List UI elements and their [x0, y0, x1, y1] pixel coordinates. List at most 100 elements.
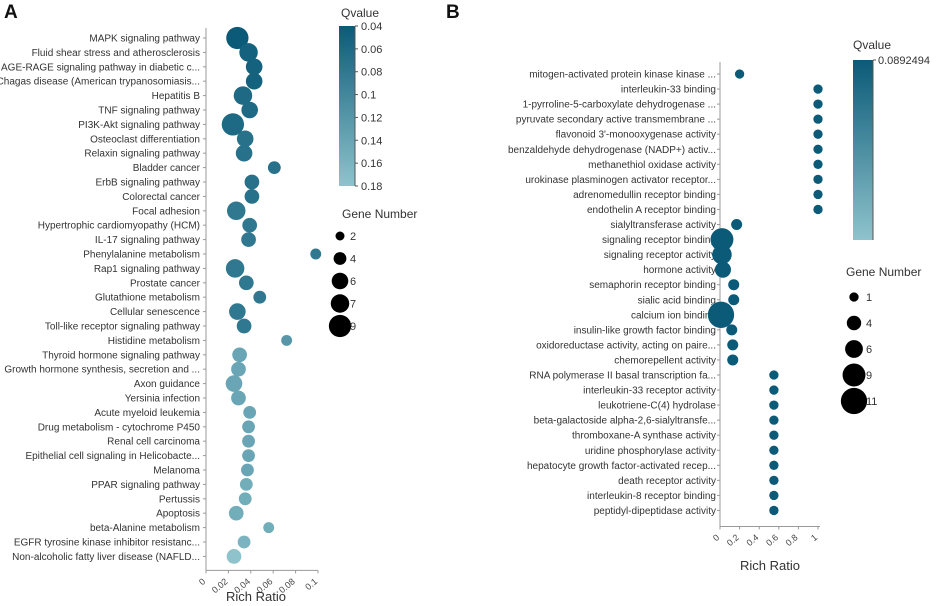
panel-a-point — [221, 113, 245, 136]
panel-a-point — [245, 72, 263, 90]
panel-a-qvalue-title: Qvalue — [341, 6, 379, 20]
panel-b-term-label: interleukin-33 receptor activity — [583, 386, 716, 397]
panel-a-point — [235, 144, 253, 162]
panel-b-point — [813, 204, 823, 215]
panel-a-point — [239, 43, 258, 62]
panel-a-point — [225, 259, 245, 278]
panel-b-term-label: interleukin-33 binding — [621, 85, 716, 96]
panel-b-point — [769, 460, 779, 470]
panel-a-term-label: Glutathione metabolism — [95, 293, 200, 304]
panel-b-point — [769, 445, 779, 455]
panel-a-point — [310, 248, 322, 260]
panel-b-point — [813, 129, 823, 139]
panel-b-plot: mitogen-activated protein kinase kinase … — [508, 55, 930, 548]
panel-a-x-tick-label: 0.1 — [303, 576, 319, 592]
panel-b-point — [769, 415, 779, 425]
panel-a-term-label: PI3K-Akt signaling pathway — [78, 120, 200, 131]
panel-a-colorbar-tick-label: 0.1 — [361, 90, 376, 102]
panel-b-letter: B — [446, 2, 460, 23]
panel-a-colorbar-tick-label: 0.12 — [361, 112, 382, 124]
panel-a-term-label: AGE-RAGE signaling pathway in diabetic c… — [1, 62, 200, 73]
panel-a-term-label: Axon guidance — [134, 379, 201, 390]
panel-a-point — [237, 535, 251, 549]
panel-a-term-label: Osteoclast differentiation — [90, 134, 200, 145]
panel-a-x-axis-label: Rich Ratio — [226, 589, 286, 604]
panel-a-size-legend-label: 4 — [350, 254, 356, 266]
panel-a-term-label: ErbB signaling pathway — [95, 178, 200, 189]
panel-a-point — [242, 217, 258, 233]
panel-b-point — [769, 370, 779, 380]
panel-b-point — [769, 490, 779, 501]
panel-a-term-label: TNF signaling pathway — [98, 106, 200, 117]
panel-a-term-label: beta-Alanine metabolism — [90, 523, 200, 534]
panel-b-term-label: sialic acid binding — [638, 295, 716, 306]
panel-b-term-label: hormone activity — [643, 265, 716, 276]
panel-a-term-label: Melanoma — [153, 466, 200, 477]
panel-a-point — [243, 406, 257, 419]
panel-b-point — [769, 505, 779, 516]
panel-b-size-title: Gene Number — [846, 265, 921, 279]
panel-a-point — [231, 361, 246, 377]
panel-a-point — [241, 232, 256, 247]
panel-b-term-label: sialyltransferase activity — [610, 220, 716, 231]
panel-b-term-label: death receptor activity — [618, 476, 716, 487]
panel-b-size-legend-dot — [849, 292, 859, 302]
panel-a-size-legend-dot — [328, 314, 352, 338]
panel-a-colorbar-tick-label: 0.16 — [361, 158, 382, 170]
panel-a-colorbar-tick-label: 0.08 — [361, 67, 382, 79]
panel-a-term-label: Rap1 signaling pathway — [94, 264, 200, 275]
panel-a-term-label: Hepatitis B — [152, 91, 201, 102]
panel-b-size-legend-dot — [846, 315, 862, 331]
panel-b-size-legend-label: 11 — [866, 396, 877, 408]
panel-a-point — [267, 161, 281, 175]
panel-b-term-label: leukotriene-C(4) hydrolase — [598, 401, 716, 412]
panel-a-term-label: IL-17 signaling pathway — [95, 235, 200, 246]
panel-b-size-legend-label: 9 — [866, 370, 872, 382]
panel-b-term-label: mitogen-activated protein kinase kinase … — [529, 70, 716, 81]
panel-b-term-label: 1-pyrroline-5-carboxylate dehydrogenase … — [523, 100, 716, 111]
panel-a-plot: MAPK signaling pathway Fluid shear stress… — [0, 21, 382, 595]
panel-a-point — [225, 375, 243, 392]
panel-b-point — [727, 354, 739, 366]
panel-a-point — [238, 492, 252, 506]
panel-a-term-label: Apoptosis — [156, 509, 200, 520]
panel-a-point — [242, 434, 255, 448]
panel-a-term-label: PPAR signaling pathway — [91, 480, 200, 491]
panel-b-x-tick-label: 0 — [711, 532, 721, 543]
panel-b-term-label: flavonoid 3'-monooxygenase activity — [556, 130, 716, 141]
panel-a-colorbar-tick-label: 0.04 — [361, 21, 382, 33]
panel-b-size-legend-label: 6 — [866, 344, 872, 356]
panel-b-term-label: pyruvate secondary active transmembrane … — [516, 115, 716, 126]
panel-a-point — [228, 505, 244, 521]
panel-b-qvalue-title: Qvalue — [853, 38, 891, 52]
panel-a-qvalue-colorbar — [339, 26, 355, 186]
panel-a-point — [231, 390, 246, 406]
panel-a-term-label: Drug metabolism - cytochrome P450 — [38, 422, 201, 433]
panel-a-size-legend-label: 6 — [350, 276, 356, 288]
panel-a-letter: A — [4, 2, 18, 23]
panel-a-colorbar-tick-label: 0.14 — [361, 135, 382, 147]
panel-a-term-label: Bladder cancer — [133, 163, 201, 174]
panel-b-point — [710, 228, 734, 251]
panel-a-x-tick-label: 0 — [197, 576, 207, 587]
panel-b-term-label: uridine phosphorylase activity — [585, 446, 716, 457]
panel-a-term-label: Growth hormone synthesis, secretion and … — [4, 365, 200, 376]
panel-a-point — [242, 449, 255, 462]
panel-b-term-label: oxidoreductase activity, acting on paire… — [536, 340, 716, 351]
panel-a-term-label: EGFR tyrosine kinase inhibitor resistanc… — [14, 538, 200, 549]
panel-a-point — [281, 334, 293, 346]
panel-a-term-label: Non-alcoholic fatty liver disease (NAFLD… — [12, 552, 200, 563]
panel-b-x-axis-label: Rich Ratio — [740, 558, 800, 573]
panel-b-point — [813, 144, 823, 154]
panel-a-point — [226, 201, 246, 221]
panel-b-term-label: signaling receptor binding — [602, 235, 716, 246]
panel-a-term-label: Fluid shear stress and atherosclerosis — [32, 48, 200, 59]
panel-b-x-tick-label: 0.2 — [725, 532, 741, 548]
panel-a-term-label: Yersinia infection — [125, 394, 200, 405]
panel-a-point — [226, 26, 249, 50]
panel-a-point — [244, 174, 260, 190]
panel-a-point — [238, 275, 254, 291]
panel-a-term-label: Thyroid hormone signaling pathway — [42, 350, 200, 361]
panel-b-point — [813, 189, 823, 200]
